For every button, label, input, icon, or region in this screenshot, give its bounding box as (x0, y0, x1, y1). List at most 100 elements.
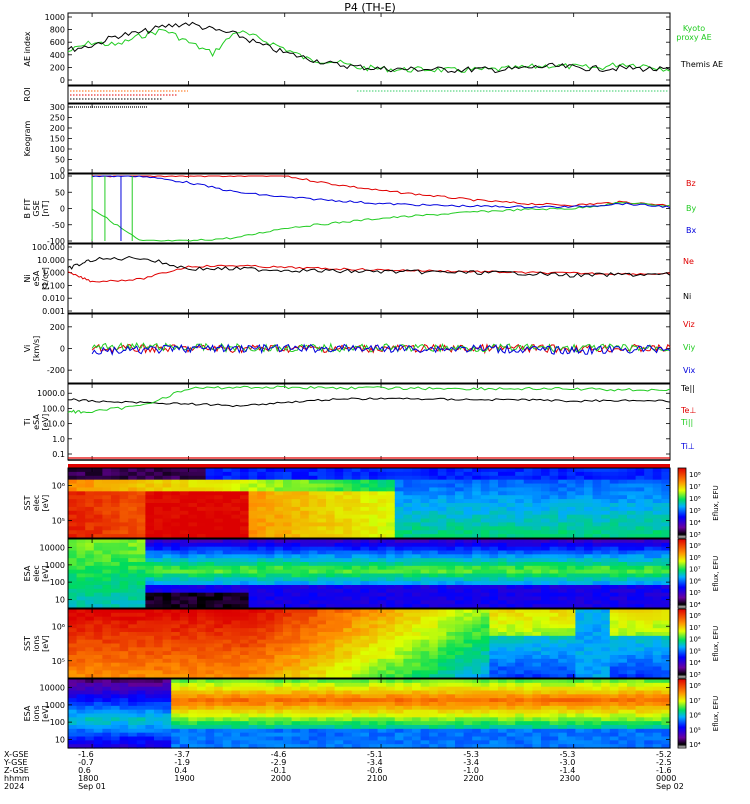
sst_i-cell (515, 628, 524, 632)
esa_i-cell (335, 691, 344, 695)
esa_i-cell (395, 740, 404, 744)
sst_i-cell (532, 636, 541, 640)
esa_e-cell (326, 597, 335, 601)
sst_i-cell (610, 628, 619, 632)
esa_i-cell (231, 725, 240, 729)
sst_i-cell (644, 628, 653, 632)
esa_i-cell (120, 737, 129, 741)
esa_e-cell (292, 551, 301, 555)
sst_e-cell (223, 484, 232, 488)
esa_i-cell (120, 694, 129, 698)
sst_i-cell (653, 640, 662, 644)
esa_i-cell (231, 729, 240, 733)
sst_i-cell (558, 632, 567, 636)
esa_e-cell (412, 574, 421, 578)
esa_i-cell (309, 740, 318, 744)
esa_e-cell (317, 543, 326, 547)
sst_i-cell (137, 621, 146, 625)
sst_e-cell (421, 480, 430, 484)
esa_i-cell (266, 714, 275, 718)
esa_i-cell (188, 725, 197, 729)
esa_e-cell (180, 589, 189, 593)
esa_e-cell (249, 539, 258, 543)
esa_e-cell (472, 585, 481, 589)
esa_i-cell (317, 683, 326, 687)
esa_e-cell (541, 577, 550, 581)
esa_e-cell (197, 551, 206, 555)
sst_e-cell (446, 491, 455, 495)
sst_i-cell (601, 663, 610, 667)
sst_e-cell (610, 487, 619, 491)
esa_i-cell (412, 740, 421, 744)
sst_e-cell (446, 522, 455, 526)
sst_e-cell (68, 507, 77, 511)
sst_e-cell (593, 522, 602, 526)
sst_e-cell (249, 480, 258, 484)
sst_e-cell (343, 511, 352, 515)
esa_e-cell (438, 543, 447, 547)
sst_i-cell (145, 647, 154, 651)
sst_i-cell (154, 617, 163, 621)
esa_e-cell (335, 577, 344, 581)
sst_e-cell (446, 499, 455, 503)
esa_e-cell (85, 589, 94, 593)
esa_e-cell (515, 558, 524, 562)
esa_e-cell (567, 600, 576, 604)
sst_i-cell (206, 632, 215, 636)
sst_e-cell (524, 503, 533, 507)
sst_i-cell (421, 632, 430, 636)
esa_e-cell (489, 570, 498, 574)
sst_i-cell (524, 621, 533, 625)
sst_e-cell (644, 491, 653, 495)
esa_i-cell (472, 679, 481, 683)
sst_i-cell (661, 640, 670, 644)
sst_i-cell (145, 663, 154, 667)
sst_e-cell (352, 526, 361, 530)
esa_e-cell (584, 562, 593, 566)
sst_i-cell (455, 621, 464, 625)
sst_e-cell (163, 487, 172, 491)
sst_i-cell (163, 609, 172, 613)
esa_i-cell (403, 740, 412, 744)
esa_e-cell (593, 547, 602, 551)
sst_e-cell (128, 503, 137, 507)
sst_e-cell (455, 503, 464, 507)
sst_e-cell (627, 522, 636, 526)
sst_i-cell (188, 663, 197, 667)
sst_e-cell (532, 484, 541, 488)
esa_e-cell (171, 539, 180, 543)
esa_e-cell (257, 597, 266, 601)
sst_e-cell (309, 530, 318, 534)
sst_e-cell (627, 515, 636, 519)
sst_e-cell (610, 507, 619, 511)
esa_e-cell (593, 577, 602, 581)
sst_e-cell (77, 522, 86, 526)
axis-label: elec (32, 565, 41, 581)
sst_e-cell (274, 530, 283, 534)
axis-label: [km/s] (32, 336, 41, 362)
esa_i-cell (326, 683, 335, 687)
sst_e-cell (489, 507, 498, 511)
sst_i-cell (266, 670, 275, 674)
esa_i-cell (274, 679, 283, 683)
esa_i-cell (403, 733, 412, 737)
esa_i-cell (464, 721, 473, 725)
esa_i-cell (455, 737, 464, 741)
sst_i-cell (421, 613, 430, 617)
sst_i-cell (77, 624, 86, 628)
sst_i-cell (378, 632, 387, 636)
esa_e-cell (618, 566, 627, 570)
sst_i-cell (120, 670, 129, 674)
sst_i-cell (507, 647, 516, 651)
sst_i-cell (94, 636, 103, 640)
sst_i-cell (335, 663, 344, 667)
esa_i-cell (403, 702, 412, 706)
esa_e-cell (438, 577, 447, 581)
sst_e-cell (326, 476, 335, 480)
esa_e-cell (154, 585, 163, 589)
esa_e-cell (584, 574, 593, 578)
esa_i-cell (94, 737, 103, 741)
sst_e-cell (369, 476, 378, 480)
sst_i-cell (154, 670, 163, 674)
sst_e-cell (300, 515, 309, 519)
